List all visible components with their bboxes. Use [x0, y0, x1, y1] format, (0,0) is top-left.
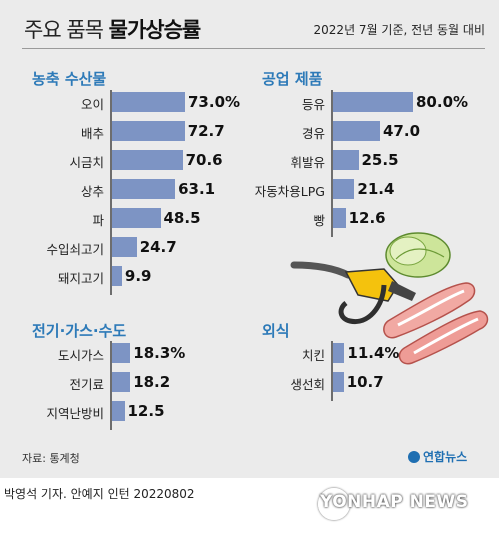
data-label: 21.4 [357, 180, 395, 198]
chart-heading: 농축 수산물 [32, 70, 107, 88]
category-label: 전기료 [69, 377, 104, 392]
category-label: 배추 [80, 126, 104, 141]
watermark: YONHAP NEWS [320, 492, 469, 512]
bar [112, 266, 122, 286]
bar [112, 121, 185, 141]
yonhap-logo: 연합뉴스 [408, 448, 467, 465]
data-label: 25.5 [361, 151, 399, 169]
chart-axis [110, 90, 112, 295]
data-label: 9.9 [124, 267, 152, 285]
category-label: 오이 [80, 97, 104, 112]
category-label: 수입쇠고기 [46, 242, 104, 257]
watermark-ring-icon [318, 488, 350, 520]
category-label: 등유 [301, 97, 325, 112]
data-label: 24.7 [139, 238, 177, 256]
chart-heading: 전기·가스·수도 [32, 322, 127, 340]
category-label: 돼지고기 [57, 271, 104, 286]
category-label: 자동차용LPG [254, 184, 325, 199]
bar [112, 150, 183, 170]
bar [333, 92, 413, 112]
bar [112, 401, 125, 421]
logo-text: 연합뉴스 [423, 450, 468, 464]
bar [333, 150, 359, 170]
category-label: 도시가스 [57, 348, 104, 363]
logo-mark-icon [408, 451, 420, 463]
category-label: 상추 [80, 184, 104, 199]
title-bold: 물가상승률 [108, 18, 202, 42]
data-label: 47.0 [383, 122, 421, 140]
bar [112, 237, 137, 257]
data-label: 12.6 [348, 209, 386, 227]
bar [333, 208, 346, 228]
bar [112, 208, 161, 228]
data-label: 10.7 [346, 373, 384, 391]
bar [112, 372, 131, 392]
category-label: 휘발유 [290, 155, 325, 170]
data-label: 72.7 [187, 122, 225, 140]
data-label: 18.3% [133, 344, 186, 362]
category-label: 경유 [301, 126, 325, 141]
data-label: 12.5 [127, 402, 165, 420]
fuel-nozzle-icon [290, 261, 416, 324]
bar [333, 343, 345, 363]
data-label: 48.5 [163, 209, 201, 227]
category-label: 빵 [313, 213, 325, 228]
bar [333, 372, 344, 392]
title-light: 주요 품목 [24, 18, 109, 42]
chart-heading: 공업 제품 [262, 70, 323, 88]
cabbage-icon [385, 232, 451, 278]
header-divider [22, 48, 485, 49]
category-label: 시금치 [69, 155, 104, 170]
bar [112, 92, 185, 112]
data-label: 70.6 [185, 151, 223, 169]
page-title: 주요 품목 물가상승률 [24, 14, 202, 44]
category-label: 생선회 [290, 377, 325, 392]
data-label: 11.4% [347, 344, 400, 362]
category-label: 파 [92, 213, 104, 228]
data-label: 18.2 [133, 373, 171, 391]
data-label: 63.1 [178, 180, 216, 198]
chart-axis [110, 341, 112, 430]
bar [333, 121, 380, 141]
data-label: 80.0% [416, 93, 469, 111]
bar [112, 343, 131, 363]
category-label: 치킨 [301, 348, 325, 363]
chart-axis [331, 341, 333, 401]
byline: 박영석 기자. 안예지 인턴 20220802 [4, 487, 195, 501]
category-label: 지역난방비 [46, 406, 104, 421]
chart-heading: 외식 [262, 322, 290, 340]
chart-axis [331, 90, 333, 237]
price-illustration [290, 232, 489, 365]
reference-note: 2022년 7월 기준, 전년 동월 대비 [313, 23, 485, 37]
data-source: 자료: 통계청 [22, 452, 80, 465]
data-label: 73.0% [188, 93, 241, 111]
pork-belly-icon [383, 282, 489, 365]
bar [333, 179, 355, 199]
bar [112, 179, 176, 199]
